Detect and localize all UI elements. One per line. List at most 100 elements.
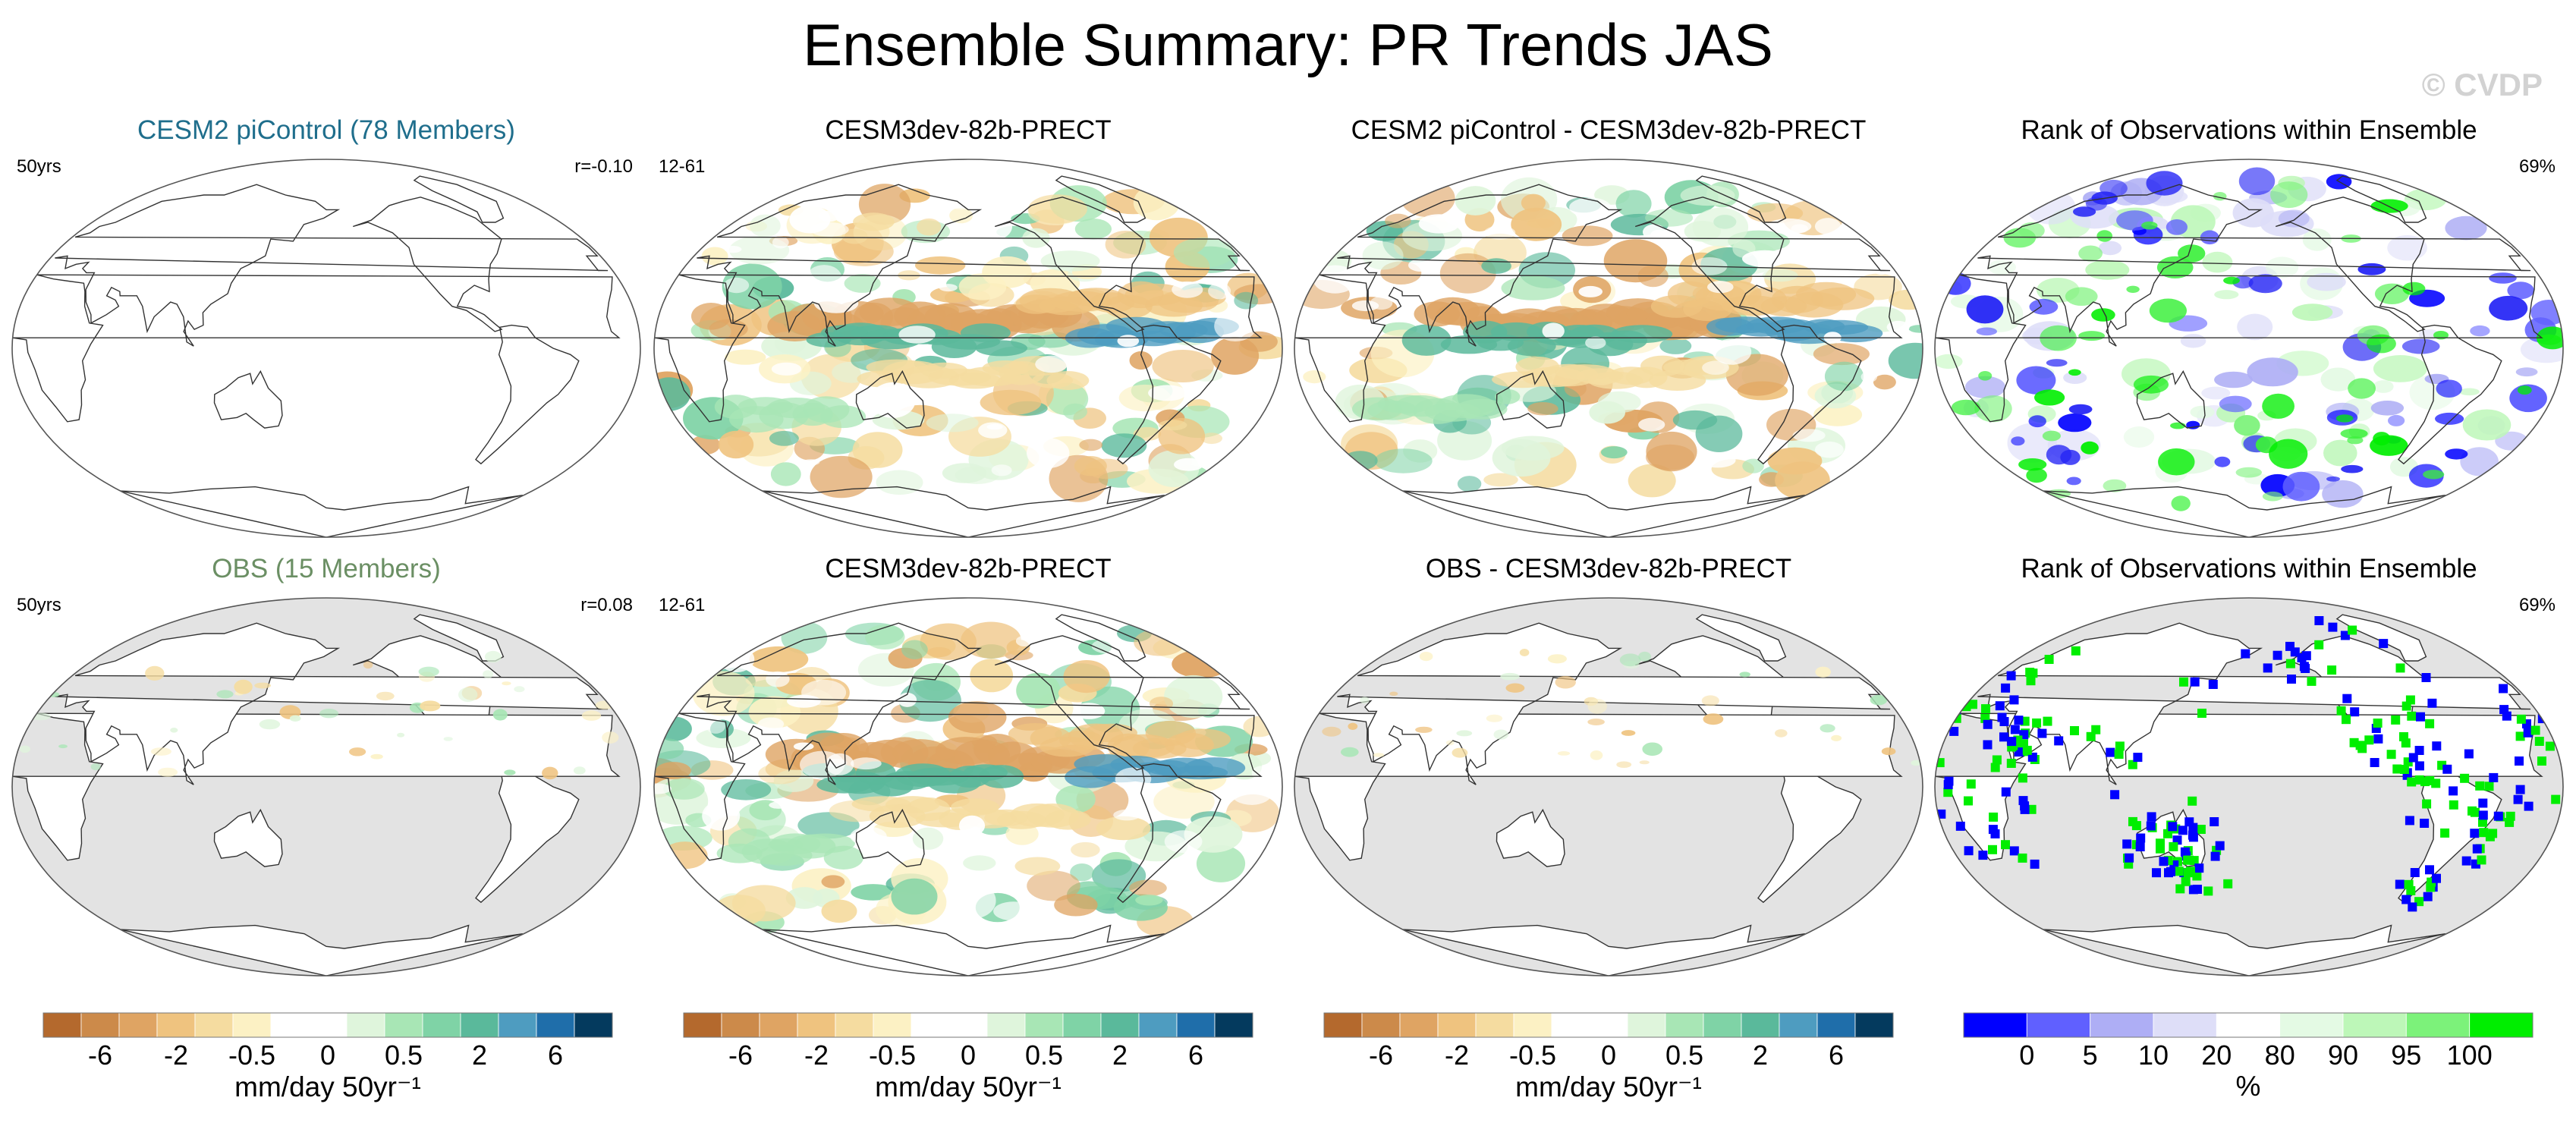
map-border [1934,159,2564,538]
colorbar-tick-label: -0.5 [1509,1040,1556,1071]
field-blob [721,779,772,800]
rank-cell [2114,750,2124,759]
field-blob [1148,385,1187,401]
field-blob [853,212,895,231]
field-blob [2323,439,2357,467]
colorbar-swatch [1963,1012,2027,1038]
colorbar-tick-label: 2 [1753,1040,1768,1071]
field-blob [2320,367,2356,392]
colorbar-tick-label: 0 [320,1040,335,1071]
field-blob [724,246,742,253]
colorbar-swatch [721,1012,760,1038]
rank-cell [2537,756,2546,766]
rank-cell [2336,706,2346,716]
colorbar-swatch [873,1012,912,1038]
colorbar-swatch [574,1012,613,1038]
field-blob [1870,694,1888,706]
map-panel-r1c2 [653,159,1283,538]
field-blob [1940,272,1971,295]
field-blob [1408,259,1433,272]
rank-cell [2314,616,2324,625]
rank-cell [2432,741,2442,751]
field-blob [2028,415,2046,428]
continent-outline [697,622,1250,785]
continent-outline [55,184,609,347]
rank-cell [2404,879,2414,889]
rank-cell [2489,772,2499,782]
colorbar-frame [1323,1012,1894,1038]
rank-cell [2027,804,2037,814]
field-blob [2018,222,2045,240]
field-blob [2401,338,2440,354]
field-blob [2266,256,2299,278]
field-blob [1419,652,1433,662]
rank-cell [2426,882,2436,892]
colorbar-swatch [346,1012,385,1038]
rank-cell [2370,758,2379,767]
field-blob [2370,199,2408,213]
continent-outline [1695,614,1787,662]
rank-cell [2009,846,2019,856]
rank-cell [2442,764,2452,774]
field-blob [1964,376,2006,398]
rank-cell [2030,859,2040,869]
continent-outline [1055,175,1146,223]
field-blob [1562,225,1613,247]
field-blob [2202,251,2233,273]
field-blob [1692,207,1749,247]
field-blob [1483,225,1516,240]
map-panel-r2c4 [1934,597,2564,977]
field-blob [2219,395,2252,413]
field-blob [2016,366,2056,395]
colorbar-tick-label: -0.5 [228,1040,275,1071]
field-blob [1603,239,1668,283]
field-blob [2018,458,2047,471]
rank-cell [2515,785,2525,794]
rank-cell [2128,816,2137,826]
field-blob [800,750,845,778]
rank-cell [1943,788,1953,797]
field-blob [870,382,916,418]
field-blob [901,640,928,659]
continent-outline [1695,175,1787,223]
field-blob [1134,628,1186,656]
field-blob [2085,259,2130,280]
field-blob [2103,479,2127,492]
rank-cell [2210,851,2220,861]
field-blob [851,884,896,901]
field-blob [2091,308,2115,322]
field-blob [2515,367,2538,377]
field-blob [2291,304,2333,321]
field-blob [1172,649,1231,678]
continent-outline [2335,175,2427,223]
field-blob [1455,186,1496,215]
field-blob [1040,250,1100,272]
field-blob [2435,412,2464,425]
cvdp-watermark: © CVDP [2421,67,2543,102]
continent-outline [12,274,621,423]
field-blob [2201,386,2231,400]
field-blob [819,210,840,222]
field-blob [2470,325,2490,337]
rank-cell [2530,725,2540,735]
colorbar-swatch [1214,1012,1253,1038]
field-blob [573,766,586,775]
field-blob [1158,420,1187,431]
field-blob [663,778,705,800]
field-blob [2370,401,2405,416]
field-blob [1164,830,1203,853]
colorbar-tick-label: -6 [88,1040,112,1071]
field-blob [2214,371,2253,388]
field-blob [1415,726,1433,733]
field-blob [891,878,938,915]
rank-cell [2215,841,2225,851]
colorbar-tick-label: 10 [2138,1040,2169,1071]
field-blob [1589,401,1625,424]
rank-cell [2110,790,2120,800]
colorbar-tick-label: -2 [164,1040,188,1071]
rank-cell [2006,759,2016,768]
rank-cell [2425,865,2434,875]
field-blob [833,237,894,266]
field-blob [2158,448,2195,476]
field-blob [1015,635,1033,646]
